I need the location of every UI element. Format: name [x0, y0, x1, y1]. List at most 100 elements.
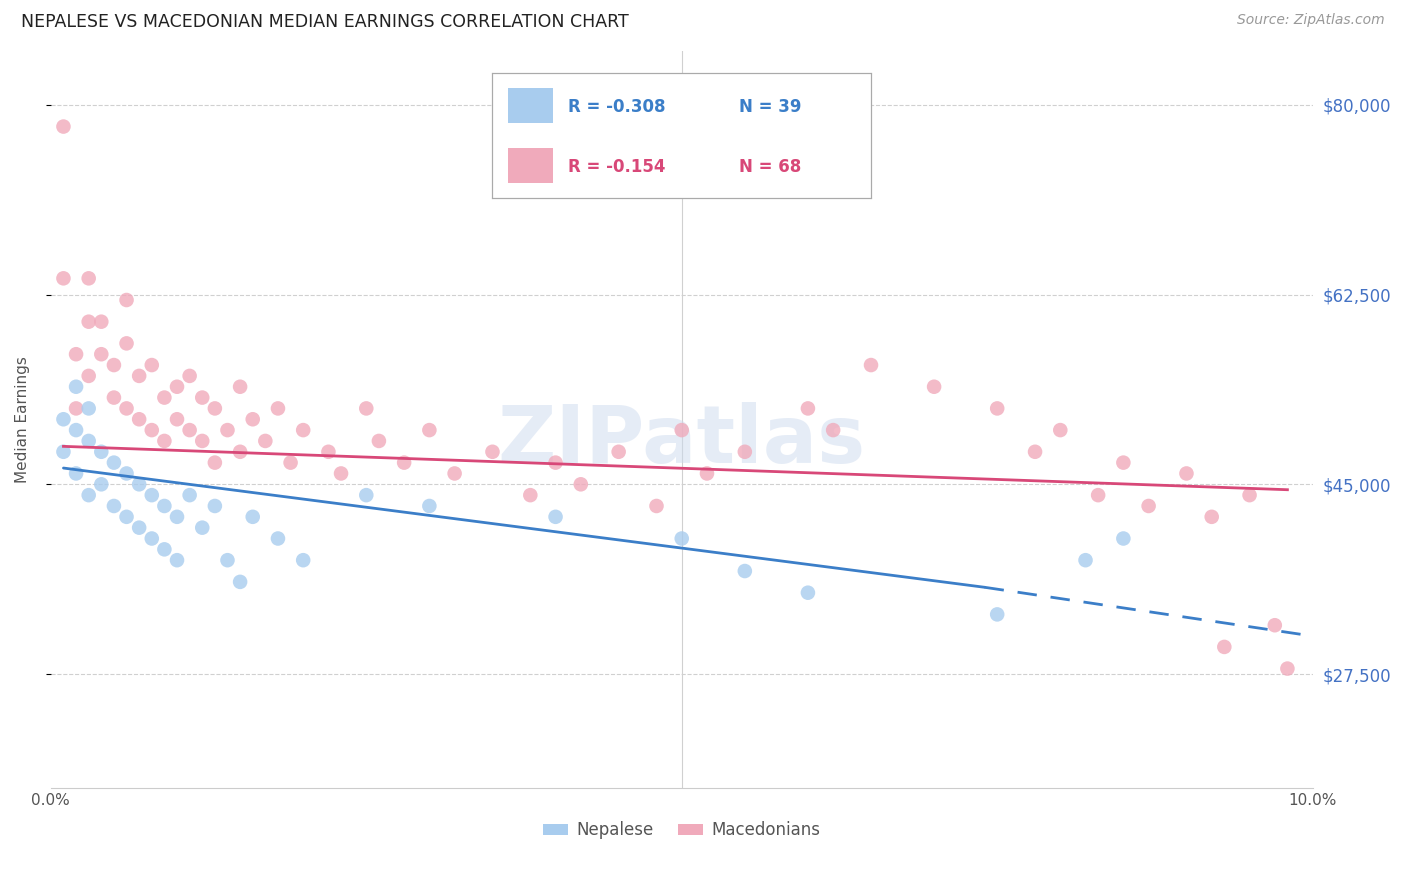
- Point: [166, 380, 188, 394]
- Point: [1024, 444, 1046, 458]
- Point: [128, 412, 150, 426]
- Point: [607, 444, 630, 458]
- Point: [191, 391, 214, 405]
- Point: [77, 401, 100, 416]
- Point: [330, 467, 353, 481]
- Point: [204, 401, 226, 416]
- Point: [254, 434, 277, 448]
- Y-axis label: Median Earnings: Median Earnings: [15, 356, 30, 483]
- Point: [922, 380, 945, 394]
- Point: [645, 499, 668, 513]
- Point: [544, 456, 567, 470]
- Point: [65, 347, 87, 361]
- Point: [65, 401, 87, 416]
- Point: [443, 467, 465, 481]
- Point: [280, 456, 302, 470]
- Point: [52, 120, 75, 134]
- Point: [204, 456, 226, 470]
- Point: [65, 467, 87, 481]
- Point: [191, 434, 214, 448]
- Point: [1277, 662, 1299, 676]
- Point: [77, 434, 100, 448]
- Point: [128, 477, 150, 491]
- Text: NEPALESE VS MACEDONIAN MEDIAN EARNINGS CORRELATION CHART: NEPALESE VS MACEDONIAN MEDIAN EARNINGS C…: [21, 13, 628, 31]
- Point: [141, 488, 163, 502]
- Point: [544, 509, 567, 524]
- Point: [115, 401, 138, 416]
- Point: [229, 574, 252, 589]
- Point: [797, 401, 820, 416]
- Point: [1264, 618, 1286, 632]
- Point: [141, 358, 163, 372]
- Point: [52, 271, 75, 285]
- Point: [734, 444, 756, 458]
- Point: [1087, 488, 1109, 502]
- Point: [103, 456, 125, 470]
- Point: [1049, 423, 1071, 437]
- Legend: Nepalese, Macedonians: Nepalese, Macedonians: [536, 814, 827, 846]
- Point: [128, 368, 150, 383]
- Point: [179, 488, 201, 502]
- Point: [986, 607, 1008, 622]
- Point: [166, 412, 188, 426]
- Point: [103, 358, 125, 372]
- Point: [191, 521, 214, 535]
- Point: [797, 585, 820, 599]
- Point: [734, 564, 756, 578]
- Point: [217, 423, 239, 437]
- Point: [392, 456, 415, 470]
- Point: [986, 401, 1008, 416]
- Point: [481, 444, 503, 458]
- Point: [356, 488, 378, 502]
- Point: [696, 467, 718, 481]
- Text: Source: ZipAtlas.com: Source: ZipAtlas.com: [1237, 13, 1385, 28]
- Point: [356, 401, 378, 416]
- Point: [229, 444, 252, 458]
- Point: [115, 336, 138, 351]
- Point: [90, 444, 112, 458]
- Point: [115, 467, 138, 481]
- Point: [52, 444, 75, 458]
- Point: [229, 380, 252, 394]
- Point: [1201, 509, 1223, 524]
- Point: [179, 368, 201, 383]
- Point: [267, 401, 290, 416]
- Point: [166, 553, 188, 567]
- Point: [166, 509, 188, 524]
- Point: [103, 391, 125, 405]
- Point: [823, 423, 845, 437]
- Point: [292, 423, 315, 437]
- Point: [153, 391, 176, 405]
- Point: [153, 434, 176, 448]
- Point: [242, 412, 264, 426]
- Point: [141, 423, 163, 437]
- Point: [418, 499, 440, 513]
- Point: [65, 423, 87, 437]
- Point: [1175, 467, 1198, 481]
- Point: [318, 444, 340, 458]
- Point: [217, 553, 239, 567]
- Point: [569, 477, 592, 491]
- Point: [367, 434, 389, 448]
- Point: [1137, 499, 1160, 513]
- Point: [1213, 640, 1236, 654]
- Point: [77, 315, 100, 329]
- Point: [1112, 532, 1135, 546]
- Point: [292, 553, 315, 567]
- Point: [115, 293, 138, 307]
- Point: [90, 477, 112, 491]
- Point: [103, 499, 125, 513]
- Point: [671, 423, 693, 437]
- Point: [90, 315, 112, 329]
- Point: [52, 412, 75, 426]
- Point: [519, 488, 541, 502]
- Point: [77, 271, 100, 285]
- Point: [267, 532, 290, 546]
- Point: [418, 423, 440, 437]
- Point: [242, 509, 264, 524]
- Point: [77, 488, 100, 502]
- Point: [141, 532, 163, 546]
- Point: [115, 509, 138, 524]
- Point: [90, 347, 112, 361]
- Point: [153, 499, 176, 513]
